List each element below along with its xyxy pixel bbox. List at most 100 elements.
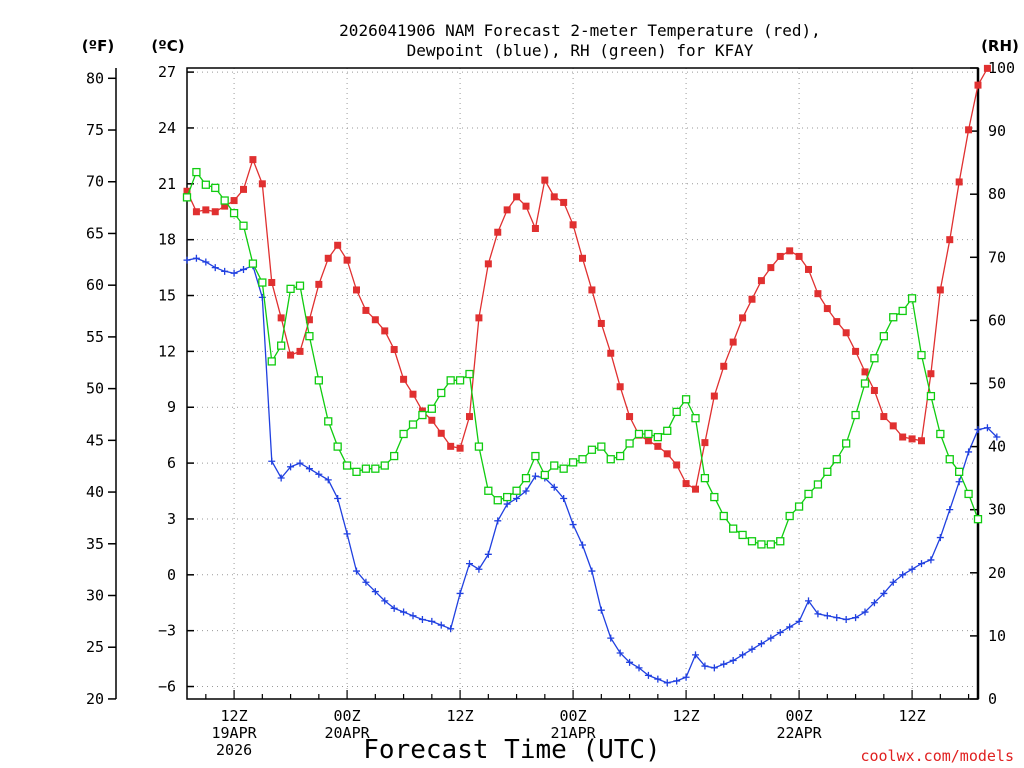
rh-point bbox=[785, 511, 794, 521]
rh-point bbox=[691, 414, 700, 423]
rh-point bbox=[766, 540, 775, 549]
temperature-point bbox=[513, 193, 521, 201]
celsius-tick-label: −3 bbox=[158, 622, 176, 640]
temperature-point bbox=[475, 314, 483, 322]
x-tick-label: 21APR bbox=[551, 724, 597, 742]
series-dewpoint bbox=[183, 254, 1001, 687]
rh-point bbox=[578, 455, 587, 464]
rh-point bbox=[408, 420, 418, 429]
temperature-point bbox=[616, 383, 624, 391]
fahrenheit-tick-label: 75 bbox=[86, 121, 104, 139]
temperature-point bbox=[437, 429, 445, 437]
dewpoint-point bbox=[494, 517, 502, 525]
temperature-point bbox=[362, 306, 370, 314]
temperature-point bbox=[466, 413, 473, 421]
rh-tick-label: 70 bbox=[988, 248, 1006, 266]
rh-point bbox=[587, 445, 597, 454]
rh-point bbox=[324, 417, 333, 426]
rh-point bbox=[616, 451, 625, 461]
temperature-point bbox=[899, 433, 907, 441]
rh-point bbox=[493, 496, 502, 505]
temperature-point bbox=[663, 450, 671, 458]
x-tick-label: 00Z bbox=[560, 707, 587, 725]
series-temperature bbox=[183, 64, 991, 493]
dewpoint-point bbox=[183, 256, 191, 264]
dewpoint-point bbox=[889, 578, 897, 586]
rh-point bbox=[390, 451, 399, 461]
rh-tick-label: 90 bbox=[988, 122, 1006, 140]
rh-point bbox=[568, 458, 578, 467]
temperature-point bbox=[644, 437, 652, 445]
rh-point bbox=[625, 439, 634, 448]
temperature-point bbox=[607, 349, 615, 357]
dewpoint-point bbox=[466, 560, 473, 568]
dewpoint-point bbox=[701, 662, 709, 670]
rh-point bbox=[371, 464, 380, 473]
temperature-point bbox=[729, 338, 737, 346]
rh-point bbox=[860, 379, 870, 388]
temperature-point bbox=[343, 256, 351, 264]
dewpoint-point bbox=[362, 578, 370, 586]
temperature-point bbox=[673, 461, 681, 469]
temperature-point bbox=[955, 178, 963, 186]
dewpoint-point bbox=[400, 608, 408, 616]
rh-point bbox=[738, 530, 747, 540]
rh-point bbox=[286, 284, 295, 294]
temperature-point bbox=[296, 347, 304, 355]
rh-point bbox=[474, 442, 484, 451]
temperature-point bbox=[522, 202, 530, 210]
dewpoint-point bbox=[447, 625, 455, 633]
rh-tick-label: 30 bbox=[988, 501, 1006, 519]
dewpoint-point bbox=[805, 597, 812, 605]
x-tick-label: 12Z bbox=[899, 707, 926, 725]
rh-point bbox=[342, 461, 352, 470]
temperature-point bbox=[400, 375, 408, 383]
dewpoint-point bbox=[993, 433, 1001, 441]
fahrenheit-tick-label: 60 bbox=[86, 276, 104, 294]
dewpoint-point bbox=[371, 588, 379, 596]
celsius-tick-label: 27 bbox=[158, 63, 176, 81]
rh-tick-label: 10 bbox=[988, 627, 1006, 645]
temperature-point bbox=[720, 362, 728, 370]
temperature-point bbox=[692, 485, 699, 493]
temperature-point bbox=[965, 126, 973, 134]
dewpoint-point bbox=[240, 265, 247, 273]
dewpoint-point bbox=[682, 673, 690, 681]
temperature-point bbox=[936, 286, 944, 294]
dewpoint-point bbox=[823, 612, 831, 620]
temperature-line bbox=[186, 68, 988, 491]
x-tick-label: 20APR bbox=[325, 724, 371, 742]
temperature-point bbox=[767, 264, 775, 272]
temperature-point bbox=[880, 413, 888, 421]
dewpoint-point bbox=[757, 640, 765, 648]
dewpoint-point bbox=[795, 617, 803, 625]
temperature-point bbox=[324, 254, 332, 262]
dewpoint-point bbox=[409, 612, 417, 620]
dewpoint-point bbox=[597, 606, 605, 614]
dewpoint-point bbox=[965, 448, 973, 456]
x-axis-label: Forecast Time (UTC) bbox=[363, 735, 660, 765]
rh-point bbox=[540, 470, 549, 480]
temperature-point bbox=[748, 295, 756, 303]
dewpoint-point bbox=[654, 675, 662, 683]
fahrenheit-tick-label: 50 bbox=[86, 380, 104, 398]
rh-point bbox=[333, 442, 342, 451]
temperature-point bbox=[918, 437, 925, 445]
celsius-tick-label: 15 bbox=[158, 287, 176, 305]
dewpoint-point bbox=[908, 565, 916, 573]
rh-point bbox=[361, 464, 371, 473]
rh-point bbox=[907, 294, 917, 303]
rh-point bbox=[606, 455, 615, 464]
rh-point bbox=[418, 410, 427, 420]
rh-point bbox=[455, 376, 465, 385]
rh-point bbox=[917, 350, 926, 360]
watermark: coolwx.com/models bbox=[860, 747, 1014, 765]
x-tick-label: 12Z bbox=[673, 707, 700, 725]
temperature-point bbox=[983, 64, 991, 72]
temperature-point bbox=[277, 314, 285, 322]
rh-point bbox=[823, 467, 832, 476]
rh-point bbox=[437, 388, 446, 398]
rh-point bbox=[248, 259, 258, 268]
rh-point bbox=[465, 369, 474, 379]
dewpoint-point bbox=[437, 621, 445, 629]
